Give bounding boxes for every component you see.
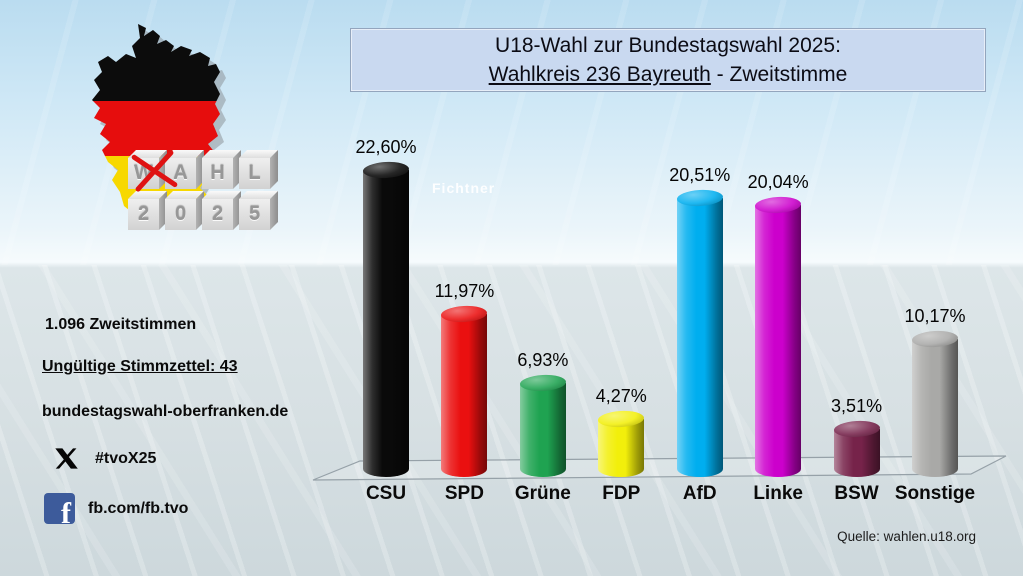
value-label: 22,60%	[355, 137, 417, 157]
bar-cylinder	[597, 409, 645, 477]
bar-sonstige: 10,17% Sonstige	[890, 0, 980, 576]
bar-linke: 20,04% Linke	[733, 0, 823, 576]
bar-cylinder	[362, 160, 410, 477]
facebook-social-row: f fb.com/fb.tvo	[44, 493, 188, 524]
invalid-ballots-label: Ungültige Stimmzettel: 43	[42, 358, 238, 375]
letter-cube-a: A	[165, 158, 196, 189]
title-wahlkreis: Wahlkreis 236 Bayreuth	[488, 63, 711, 86]
letter-cube-0: 0	[165, 199, 196, 230]
category-label: FDP	[602, 483, 641, 504]
letter-cube-l: L	[239, 158, 270, 189]
category-label: Linke	[753, 483, 803, 504]
bar-cylinder	[754, 195, 802, 477]
title-zweitstimme: - Zweitstimme	[710, 63, 848, 86]
bar-cylinder	[519, 373, 567, 477]
value-label: 4,27%	[595, 386, 647, 406]
letter-cube-2: 2	[202, 199, 233, 230]
value-label: 20,51%	[669, 165, 731, 185]
bar-cylinder	[441, 304, 488, 477]
x-hashtag-label: #tvoX25	[95, 449, 157, 467]
bar-fdp: 4,27% FDP	[576, 0, 666, 576]
bar-spd: 11,97% SPD	[419, 0, 509, 576]
title-line1: U18-Wahl zur Bundestagswahl 2025:	[495, 34, 841, 57]
facebook-icon: f	[44, 493, 75, 524]
bar-cap	[597, 409, 645, 429]
red-cross-icon	[131, 150, 178, 192]
title-box: U18-Wahl zur Bundestagswahl 2025: Wahlkr…	[350, 28, 986, 92]
category-label: SPD	[444, 483, 484, 504]
source-label: Quelle: wahlen.u18.org	[837, 529, 976, 544]
category-label: BSW	[834, 483, 879, 504]
bar-cylinder	[833, 419, 880, 477]
watermark: Fichtner	[432, 180, 496, 196]
category-label: AfD	[682, 483, 717, 504]
bar-cylinder	[676, 188, 724, 477]
value-label: 11,97%	[434, 281, 495, 301]
bar-cap	[676, 188, 724, 208]
bar-cylinder	[911, 329, 959, 477]
bar-csu: 22,60% CSU	[341, 0, 431, 576]
value-label: 6,93%	[517, 350, 569, 370]
bar-bsw: 3,51% BSW	[812, 0, 902, 576]
category-label: Grüne	[514, 483, 571, 504]
category-label: Sonstige	[894, 483, 976, 504]
letter-cube-h: H	[202, 158, 233, 189]
bar-cap	[754, 195, 802, 215]
website-label: bundestagswahl-oberfranken.de	[42, 403, 289, 420]
bar-afd: 20,51% AfD	[655, 0, 745, 576]
category-label: CSU	[365, 483, 407, 504]
bar-cap	[362, 160, 410, 180]
value-label: 10,17%	[904, 306, 966, 326]
bar-cap	[441, 304, 488, 324]
total-votes-label: 1.096 Zweitstimmen	[45, 316, 197, 333]
bar-grüne: 6,93% Grüne	[498, 0, 588, 576]
bar-cap	[519, 373, 567, 393]
x-logo-icon	[55, 448, 78, 469]
value-label: 3,51%	[831, 396, 883, 416]
bar-cap	[833, 419, 880, 439]
bar-cap	[911, 329, 959, 349]
value-label: 20,04%	[747, 172, 809, 192]
title-line2: Wahlkreis 236 Bayreuth - Zweitstimme	[351, 60, 985, 89]
letter-cube-5: 5	[239, 199, 270, 230]
x-social-row: #tvoX25	[53, 446, 156, 471]
facebook-handle-label: fb.com/fb.tvo	[88, 499, 189, 517]
letter-cube-2: 2	[128, 199, 159, 230]
